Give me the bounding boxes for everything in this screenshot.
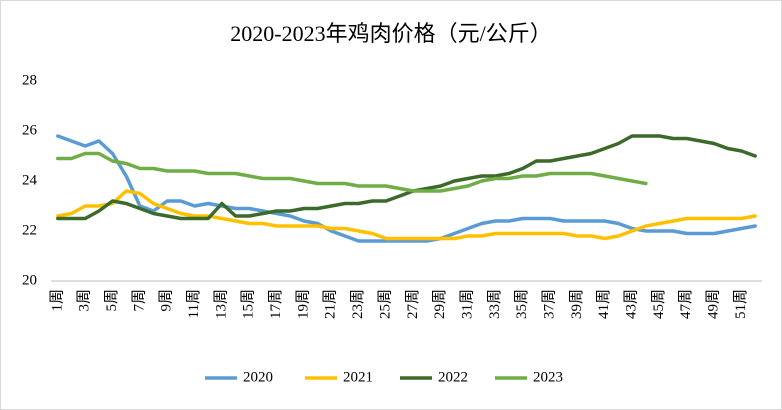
y-tick-label: 28 — [22, 72, 37, 88]
chart-title: 2020-2023年鸡肉价格（元/公斤） — [230, 21, 551, 46]
series-line — [56, 189, 757, 241]
y-tick-label: 26 — [22, 122, 38, 138]
x-tick-label: 5周 — [103, 289, 120, 312]
legend-label: 2023 — [533, 369, 563, 385]
x-tick-label: 35周 — [513, 289, 530, 319]
y-tick-label: 24 — [22, 172, 38, 188]
x-tick-label: 9周 — [158, 289, 175, 312]
legend-label: 2021 — [343, 369, 373, 385]
x-tick-label: 41周 — [595, 289, 612, 319]
x-tick-label: 43周 — [623, 289, 640, 319]
x-tick-label: 11周 — [185, 289, 202, 318]
x-tick-label: 37周 — [541, 289, 558, 319]
x-tick-label: 23周 — [349, 289, 366, 319]
x-tick-label: 19周 — [294, 289, 311, 319]
x-tick-label: 27周 — [404, 289, 421, 319]
x-tick-label: 51周 — [732, 289, 749, 319]
x-tick-label: 17周 — [267, 289, 284, 319]
series-line — [56, 151, 648, 193]
x-tick-label: 49周 — [705, 289, 722, 319]
x-tick-label: 47周 — [677, 289, 694, 319]
x-tick-label: 45周 — [650, 289, 667, 319]
series-line — [56, 134, 757, 221]
y-tick-label: 20 — [22, 272, 37, 288]
x-tick-label: 3周 — [76, 289, 93, 312]
y-tick-label: 22 — [22, 222, 37, 238]
legend-label: 2020 — [243, 369, 273, 385]
x-tick-label: 21周 — [322, 289, 339, 319]
x-tick-label: 1周 — [48, 289, 65, 312]
x-tick-label: 25周 — [376, 289, 393, 319]
x-tick-label: 33周 — [486, 289, 503, 319]
x-tick-label: 31周 — [458, 289, 475, 319]
x-tick-label: 39周 — [568, 289, 585, 319]
x-tick-label: 7周 — [130, 289, 147, 312]
x-tick-label: 13周 — [212, 289, 229, 319]
legend-label: 2022 — [438, 369, 468, 385]
x-tick-label: 15周 — [240, 289, 257, 319]
x-tick-label: 29周 — [431, 289, 448, 319]
